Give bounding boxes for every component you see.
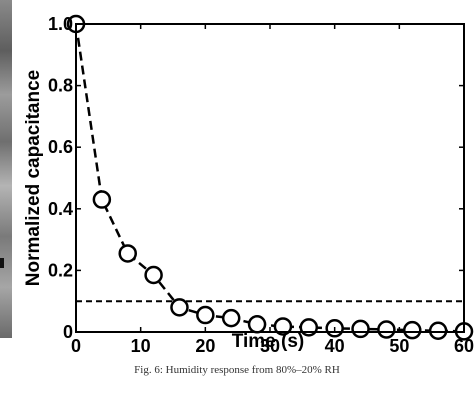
data-point [196,305,215,325]
data-point [247,315,267,334]
series-layer [66,14,474,341]
x-tick-label: 0 [71,336,81,352]
y-axis-title: Normalized capacitance [23,70,44,286]
data-point [144,265,163,285]
x-axis-title: Time (s) [232,331,305,352]
x-tick-label: 60 [454,336,474,352]
y-tick-label: 0.4 [48,199,73,219]
x-tick-label: 20 [195,336,215,352]
plot-frame [75,23,465,333]
ticks [75,23,465,333]
data-point [92,190,112,209]
y-tick-label: 0.6 [48,137,73,157]
background-photo-strip [0,0,12,338]
data-point [428,321,448,341]
data-point [170,298,189,317]
y-tick-label: 0.8 [48,76,73,96]
series-line [74,23,465,333]
photo-mark [0,258,4,268]
x-tick-label: 10 [131,336,151,352]
y-tick-label: 0.2 [48,260,73,280]
axes [75,23,465,333]
capacitance-chart: 0 10 20 30 40 50 60 0 0.2 0.4 0.6 0.8 1.0 Time (s) N… [23,14,474,352]
data-point [351,319,370,339]
x-tick-label: 40 [325,336,345,352]
figure-caption: Fig. 6: Humidity response from 80%–20% R… [134,364,340,376]
data-point [273,317,293,336]
x-tick-label: 50 [389,336,409,352]
data-point [221,308,241,328]
y-tick-label: 0 [63,322,73,342]
data-point [403,320,422,340]
data-point [377,320,396,339]
tick-labels: 0 10 20 30 40 50 60 0 0.2 0.4 0.6 0.8 1.0 [48,14,474,352]
x-tick-label: 30 [260,336,280,352]
data-point [118,244,137,263]
y-tick-label: 1.0 [48,14,73,34]
